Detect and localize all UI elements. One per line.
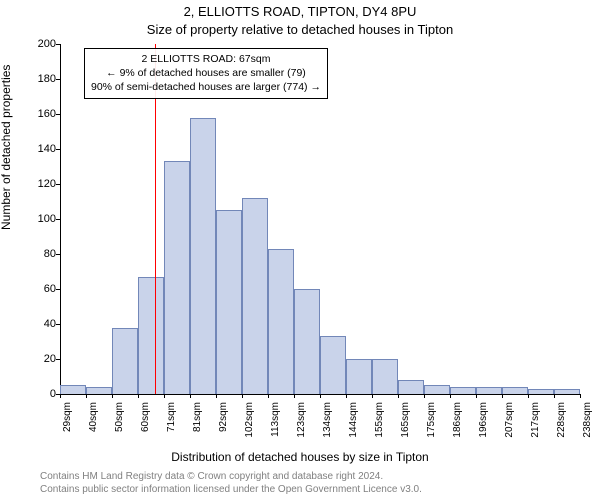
y-tick-mark [56, 254, 60, 255]
y-tick-mark [56, 114, 60, 115]
x-tick-label: 102sqm [244, 402, 255, 438]
plot-area: 02040608010012014016018020029sqm40sqm50s… [60, 44, 580, 394]
x-tick-label: 50sqm [114, 402, 125, 432]
histogram-bar [424, 385, 450, 394]
callout-line: 2 ELLIOTTS ROAD: 67sqm [91, 52, 321, 66]
x-tick-label: 165sqm [400, 402, 411, 438]
chart-title: 2, ELLIOTTS ROAD, TIPTON, DY4 8PU [0, 4, 600, 19]
callout-box: 2 ELLIOTTS ROAD: 67sqm← 9% of detached h… [84, 48, 328, 99]
histogram-bar [372, 359, 398, 394]
footer-line: Contains HM Land Registry data © Crown c… [40, 470, 422, 483]
x-tick-label: 134sqm [322, 402, 333, 438]
x-tick-mark [372, 394, 373, 398]
histogram-bar [320, 336, 346, 394]
y-tick-mark [56, 44, 60, 45]
x-axis-label: Distribution of detached houses by size … [0, 450, 600, 464]
x-tick-mark [554, 394, 555, 398]
histogram-bar [86, 387, 112, 394]
y-tick-label: 0 [26, 388, 56, 400]
x-tick-label: 113sqm [270, 402, 281, 437]
y-axis-label: Number of detached properties [0, 65, 13, 230]
x-tick-mark [60, 394, 61, 398]
y-tick-label: 100 [26, 213, 56, 225]
footer: Contains HM Land Registry data © Crown c… [40, 470, 422, 496]
y-tick-mark [56, 79, 60, 80]
histogram-bar [216, 210, 242, 394]
x-tick-mark [476, 394, 477, 398]
x-tick-mark [242, 394, 243, 398]
x-tick-mark [450, 394, 451, 398]
x-tick-label: 175sqm [426, 402, 437, 438]
histogram-bar [554, 389, 580, 394]
histogram-bar [268, 249, 294, 394]
x-tick-mark [190, 394, 191, 398]
y-tick-label: 120 [26, 178, 56, 190]
x-tick-mark [294, 394, 295, 398]
histogram-bar [528, 389, 554, 394]
x-tick-mark [502, 394, 503, 398]
y-tick-label: 200 [26, 38, 56, 50]
histogram-bar [138, 277, 164, 394]
histogram-bar [502, 387, 528, 394]
x-tick-mark [268, 394, 269, 398]
x-tick-label: 155sqm [374, 402, 385, 438]
y-tick-label: 80 [26, 248, 56, 260]
y-tick-label: 60 [26, 283, 56, 295]
x-tick-mark [580, 394, 581, 398]
y-tick-label: 40 [26, 318, 56, 330]
y-tick-mark [56, 359, 60, 360]
x-tick-label: 40sqm [88, 402, 99, 432]
y-tick-label: 140 [26, 143, 56, 155]
x-tick-mark [320, 394, 321, 398]
histogram-bar [242, 198, 268, 394]
y-tick-label: 160 [26, 108, 56, 120]
x-tick-mark [216, 394, 217, 398]
y-tick-mark [56, 324, 60, 325]
x-tick-label: 207sqm [504, 402, 515, 438]
x-tick-label: 228sqm [556, 402, 567, 438]
chart-container: 2, ELLIOTTS ROAD, TIPTON, DY4 8PU Size o… [0, 0, 600, 500]
x-tick-label: 144sqm [348, 402, 359, 438]
histogram-bar [398, 380, 424, 394]
callout-line: 90% of semi-detached houses are larger (… [91, 80, 321, 94]
x-tick-mark [528, 394, 529, 398]
y-tick-mark [56, 184, 60, 185]
x-tick-label: 29sqm [62, 402, 73, 432]
histogram-bar [294, 289, 320, 394]
histogram-bar [346, 359, 372, 394]
x-tick-mark [164, 394, 165, 398]
x-tick-label: 92sqm [218, 402, 229, 432]
x-tick-label: 196sqm [478, 402, 489, 438]
histogram-bar [112, 328, 138, 395]
chart-subtitle: Size of property relative to detached ho… [0, 22, 600, 37]
x-tick-mark [424, 394, 425, 398]
x-tick-label: 71sqm [166, 402, 177, 432]
x-tick-mark [398, 394, 399, 398]
x-tick-label: 186sqm [452, 402, 463, 438]
x-tick-label: 81sqm [192, 402, 203, 432]
histogram-bar [60, 385, 86, 394]
y-tick-mark [56, 149, 60, 150]
y-tick-mark [56, 289, 60, 290]
y-tick-label: 20 [26, 353, 56, 365]
callout-line: ← 9% of detached houses are smaller (79) [91, 66, 321, 80]
x-tick-label: 217sqm [530, 402, 541, 438]
y-tick-mark [56, 219, 60, 220]
histogram-bar [190, 118, 216, 395]
x-tick-mark [112, 394, 113, 398]
y-tick-label: 180 [26, 73, 56, 85]
footer-line: Contains public sector information licen… [40, 483, 422, 496]
histogram-bar [476, 387, 502, 394]
x-tick-label: 123sqm [296, 402, 307, 438]
x-tick-mark [346, 394, 347, 398]
histogram-bar [450, 387, 476, 394]
y-axis-line [60, 44, 61, 394]
x-tick-label: 238sqm [582, 402, 593, 438]
x-tick-mark [138, 394, 139, 398]
x-tick-label: 60sqm [140, 402, 151, 432]
histogram-bar [164, 161, 190, 394]
x-tick-mark [86, 394, 87, 398]
